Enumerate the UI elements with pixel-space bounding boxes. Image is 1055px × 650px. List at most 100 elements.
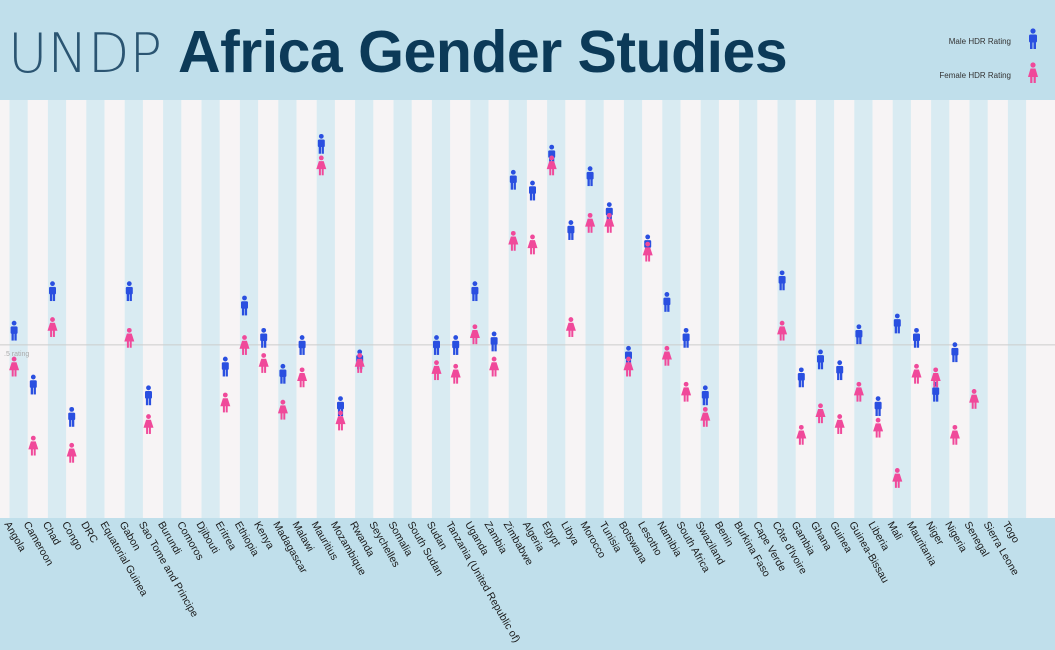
male-marker [778, 270, 786, 291]
male-marker [529, 180, 536, 201]
female-marker [489, 356, 500, 377]
column-stripe [931, 100, 950, 518]
female-marker [604, 212, 615, 233]
male-marker [663, 292, 671, 312]
male-marker [49, 281, 56, 302]
column-stripe [278, 100, 297, 518]
column-stripe [9, 100, 28, 518]
column-stripe [355, 100, 374, 518]
column-stripe [47, 100, 67, 518]
male-marker [625, 345, 632, 366]
female-marker [642, 241, 653, 262]
male-marker [951, 342, 959, 363]
legend-label-male: Male HDR Rating [948, 37, 1011, 46]
female-marker [892, 468, 903, 488]
male-marker [241, 295, 248, 316]
male-marker [817, 349, 824, 370]
female-marker [930, 367, 941, 388]
column-stripe [700, 100, 719, 518]
legend-entry-male: Male HDR Rating [881, 28, 1041, 62]
female-marker [508, 230, 519, 251]
male-marker [10, 320, 18, 341]
female-figure-icon [1028, 62, 1038, 83]
column-stripe [393, 100, 412, 518]
column-stripe [470, 100, 489, 518]
male-marker [29, 374, 37, 395]
column-stripe [662, 100, 681, 518]
female-marker [354, 353, 365, 373]
column-stripe [739, 100, 758, 518]
male-marker [298, 335, 306, 355]
female-marker [796, 424, 807, 445]
column-stripe [508, 100, 527, 518]
female-marker [124, 327, 135, 348]
column-stripe [585, 100, 604, 518]
column-stripe [547, 100, 566, 518]
male-marker [221, 356, 229, 377]
column-stripe [1007, 100, 1027, 518]
female-marker [853, 381, 864, 402]
column-stripe [969, 100, 988, 518]
column-stripe [854, 100, 873, 518]
female-marker [546, 155, 557, 176]
female-marker [527, 234, 538, 255]
male-marker [605, 202, 613, 222]
male-marker [317, 133, 325, 154]
title-light: UNDP [8, 22, 163, 85]
male-marker [701, 385, 709, 406]
male-marker [682, 327, 690, 348]
male-marker [490, 331, 498, 352]
male-marker [586, 166, 594, 187]
reference-line-group: .5 rating [0, 344, 1055, 358]
female-marker [623, 356, 634, 377]
male-marker [893, 313, 901, 334]
legend-label-female: Female HDR Rating [939, 71, 1011, 80]
male-marker [548, 144, 556, 165]
female-marker [66, 442, 77, 463]
female-marker [9, 356, 20, 377]
female-marker [143, 414, 154, 434]
female-marker [239, 335, 250, 355]
female-marker [277, 399, 288, 420]
column-stripe [86, 100, 105, 518]
column-stripe [623, 100, 643, 518]
column-stripe [239, 100, 259, 518]
female-marker [969, 389, 980, 409]
male-figure-icon [1029, 28, 1037, 49]
female-marker [681, 381, 692, 402]
column-stripe [431, 100, 451, 518]
column-stripe [316, 100, 335, 518]
reference-line-label: .5 rating [4, 351, 29, 358]
male-marker [567, 220, 575, 240]
column-stripes [9, 100, 1027, 518]
column-stripe [201, 100, 220, 518]
male-marker [509, 169, 517, 190]
female-marker [911, 363, 922, 384]
legend-entry-female: Female HDR Rating [881, 62, 1041, 96]
column-stripe [163, 100, 182, 518]
column-stripe [892, 100, 911, 518]
male-marker [797, 367, 805, 388]
column-stripe [815, 100, 835, 518]
female-marker [431, 360, 442, 381]
female-marker [700, 406, 711, 427]
female-marker [834, 414, 845, 434]
female-marker [28, 435, 39, 456]
male-marker [836, 360, 844, 381]
column-stripe [777, 100, 796, 518]
male-marker [855, 324, 863, 345]
male-marker [68, 406, 76, 427]
male-marker [260, 327, 268, 348]
female-marker [815, 403, 826, 424]
female-marker [585, 212, 596, 233]
female-marker [316, 155, 327, 176]
data-marks [9, 133, 980, 488]
female-marker [777, 320, 788, 341]
female-marker [873, 417, 884, 438]
female-marker [297, 367, 308, 388]
title-bold: Africa Gender Studies [177, 19, 788, 85]
male-marker [145, 385, 152, 406]
female-marker [565, 317, 576, 337]
female-marker [47, 317, 58, 337]
female-marker [469, 324, 480, 345]
